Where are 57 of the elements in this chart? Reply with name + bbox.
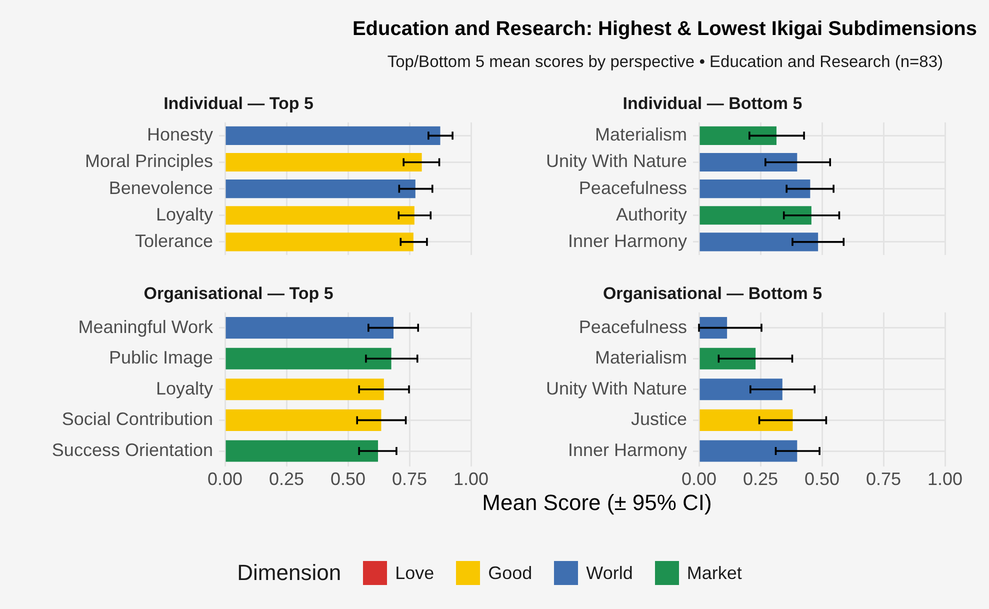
text: Top/Bottom 5 mean scores by perspective • Education and Research (n=83) bbox=[387, 53, 943, 72]
bar bbox=[700, 317, 728, 339]
x-tick-label: 0.25 bbox=[268, 469, 304, 490]
bar bbox=[226, 440, 378, 462]
bar bbox=[226, 317, 394, 339]
y-tick-label: Social Contribution bbox=[62, 409, 213, 430]
legend-label: Love bbox=[395, 562, 434, 584]
bar bbox=[700, 232, 818, 252]
legend-title: Dimension bbox=[237, 560, 342, 586]
x-tick-label: 0.00 bbox=[681, 469, 717, 490]
x-tick-label: 0.50 bbox=[330, 469, 366, 490]
legend-label: World bbox=[586, 562, 633, 584]
bar bbox=[700, 126, 776, 145]
x-tick-label: 0.25 bbox=[742, 469, 778, 490]
bar bbox=[700, 152, 798, 172]
x-tick-label: 0.50 bbox=[804, 469, 840, 490]
y-tick-label: Materialism bbox=[594, 348, 687, 368]
x-tick-label: 1.00 bbox=[453, 469, 489, 490]
y-tick-label: Success Orientation bbox=[52, 440, 213, 460]
legend-label: Market bbox=[686, 562, 742, 584]
y-tick-label: Public Image bbox=[108, 348, 213, 368]
x-tick-label: 0.75 bbox=[392, 469, 428, 490]
y-tick-label: Materialism bbox=[594, 124, 687, 145]
y-tick-label: Honesty bbox=[146, 124, 213, 145]
y-tick-label: Inner Harmony bbox=[568, 440, 687, 460]
y-tick-label: Benevolence bbox=[108, 178, 213, 198]
y-tick-label: Peacefulness bbox=[578, 178, 687, 198]
bar bbox=[226, 378, 384, 400]
x-tick-label: 0.75 bbox=[866, 469, 902, 490]
chart-title: Individual — Bottom 5 bbox=[622, 94, 802, 113]
bar bbox=[700, 348, 756, 370]
bar bbox=[700, 378, 782, 400]
x-axis-title: Mean Score (± 95% CI) bbox=[481, 490, 713, 516]
y-tick-label: Peacefulness bbox=[578, 316, 687, 337]
y-tick-label: Unity With Nature bbox=[546, 378, 687, 398]
chart-title: Organisational — Top 5 bbox=[144, 284, 334, 303]
bar bbox=[226, 409, 382, 431]
y-tick-label: Loyalty bbox=[156, 378, 213, 398]
bar bbox=[700, 440, 798, 462]
x-tick-label: 1.00 bbox=[927, 469, 963, 490]
y-tick-label: Meaningful Work bbox=[78, 316, 214, 337]
bar bbox=[700, 409, 793, 431]
y-tick-label: Inner Harmony bbox=[568, 230, 687, 251]
bar bbox=[700, 206, 812, 225]
chart-title: Organisational — Bottom 5 bbox=[602, 284, 822, 303]
bar bbox=[700, 180, 810, 198]
text: Education and Research: Highest & Lowest Ikigai Subdimensions bbox=[352, 18, 977, 41]
x-tick-label: 0.00 bbox=[207, 469, 243, 490]
y-tick-label: Moral Principles bbox=[84, 151, 213, 172]
y-tick-label: Loyalty bbox=[156, 204, 213, 224]
bar bbox=[226, 348, 392, 370]
y-tick-label: Authority bbox=[616, 204, 687, 224]
legend-label: Good bbox=[488, 562, 532, 584]
y-tick-label: Unity With Nature bbox=[546, 151, 687, 172]
y-tick-label: Tolerance bbox=[134, 230, 213, 251]
y-tick-label: Justice bbox=[630, 409, 687, 430]
chart-title: Individual — Top 5 bbox=[164, 94, 314, 113]
